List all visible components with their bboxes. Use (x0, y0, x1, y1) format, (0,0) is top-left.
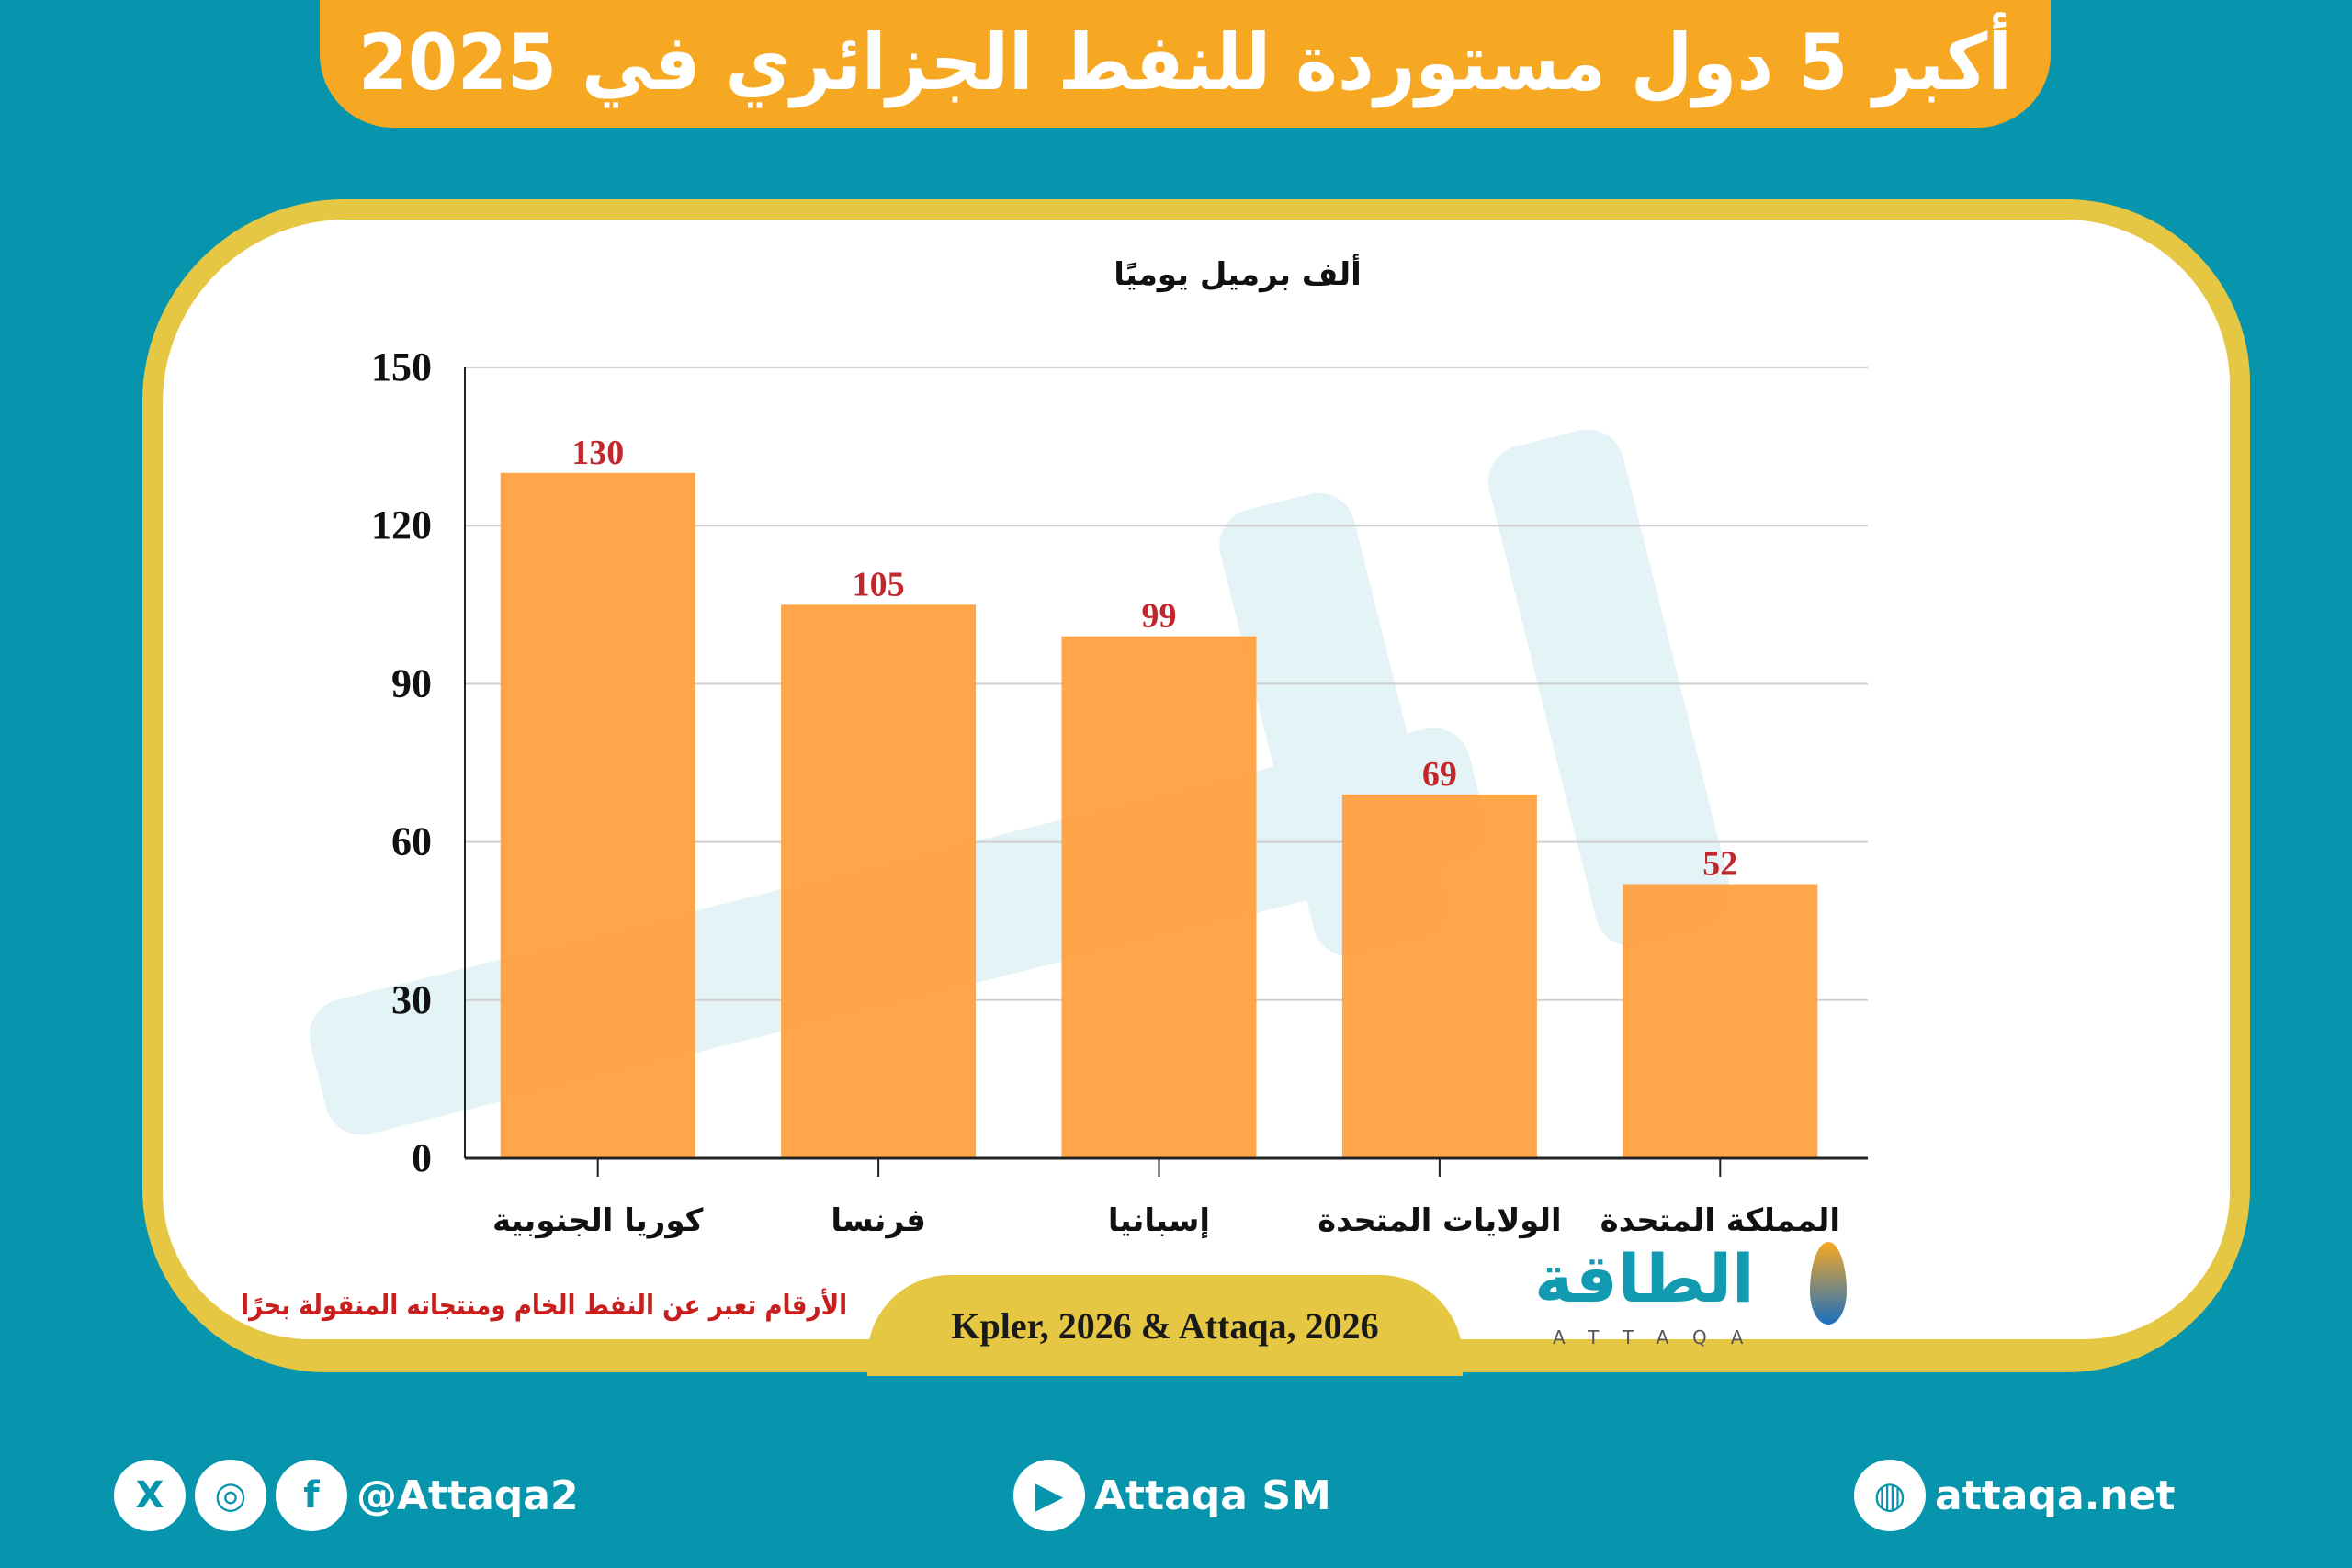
bar (1623, 884, 1818, 1158)
x-tick-label: الولايات المتحدة (1317, 1202, 1561, 1239)
youtube-icon: ▶ (1013, 1460, 1085, 1531)
social-handle[interactable]: @Attaqa2 (356, 1472, 579, 1519)
bar (1061, 636, 1257, 1158)
x-tick-label: إسبانيا (1108, 1202, 1210, 1239)
globe-icon: ◍ (1854, 1460, 1926, 1531)
y-axis-label: ألف برميل يوميًا (1114, 254, 1362, 293)
instagram-icon[interactable]: ◎ (195, 1460, 266, 1531)
bar (1341, 794, 1537, 1158)
footnote: الأرقام تعبر عن النفط الخام ومنتجاته الم… (241, 1290, 847, 1322)
source-tab: Kpler, 2026 & Attaqa, 2026 (867, 1275, 1463, 1376)
value-label: 130 (571, 434, 624, 472)
website-url: attaqa.net (1935, 1472, 2176, 1519)
bar (781, 604, 977, 1158)
logo-arabic: الطاقة (1534, 1240, 1755, 1317)
logo-latin: ATTAQA (1553, 1326, 1768, 1348)
value-label: 52 (1702, 845, 1737, 884)
y-tick-label: 90 (391, 660, 432, 705)
y-tick-label: 120 (371, 502, 432, 547)
website-link[interactable]: ◍ attaqa.net (1854, 1459, 2176, 1532)
x-tick-label: فرنسا (831, 1202, 926, 1239)
facebook-icon[interactable]: f (276, 1460, 347, 1531)
y-tick-label: 60 (391, 819, 432, 864)
source-text: Kpler, 2026 & Attaqa, 2026 (951, 1304, 1379, 1347)
title-banner: أكبر 5 دول مستوردة للنفط الجزائري في 202… (320, 0, 2051, 128)
x-tick-label: المملكة المتحدة (1600, 1202, 1840, 1239)
value-label: 69 (1422, 755, 1457, 794)
value-label: 99 (1142, 597, 1177, 636)
chart-title: أكبر 5 دول مستوردة للنفط الجزائري في 202… (358, 17, 2012, 107)
drop-icon (1810, 1242, 1847, 1325)
social-links: X ◎ f @Attaqa2 (114, 1459, 579, 1532)
x-icon[interactable]: X (114, 1460, 186, 1531)
value-label: 105 (853, 565, 905, 604)
attaqa-logo: الطاقة ATTAQA (1534, 1242, 1851, 1352)
youtube-channel: Attaqa SM (1094, 1472, 1331, 1519)
y-tick-label: 150 (371, 344, 432, 389)
footnote-box: الأرقام تعبر عن النفط الخام ومنتجاته الم… (237, 1290, 847, 1330)
youtube-link[interactable]: ▶ Attaqa SM (1013, 1459, 1331, 1532)
bar (500, 472, 695, 1158)
x-tick-label: كوريا الجنوبية (492, 1202, 704, 1239)
y-tick-label: 30 (391, 977, 432, 1022)
y-tick-label: 0 (412, 1135, 432, 1180)
